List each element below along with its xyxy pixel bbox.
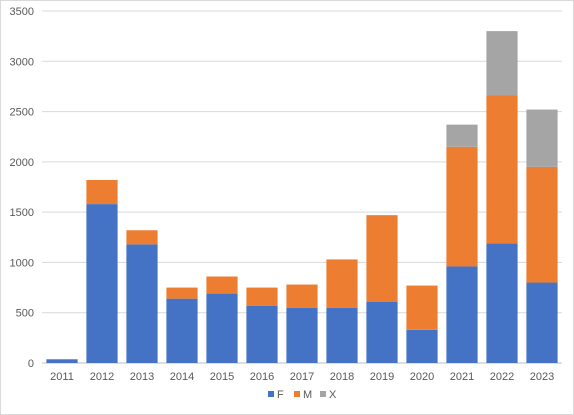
bar-F-2015 xyxy=(206,293,238,363)
x-tick-label: 2011 xyxy=(50,371,74,383)
bar-M-2015 xyxy=(206,276,238,294)
bar-F-2013 xyxy=(126,244,158,363)
bar-F-2023 xyxy=(526,282,558,363)
y-tick-label: 1000 xyxy=(10,257,34,269)
bar-X-2022 xyxy=(486,31,518,96)
bars xyxy=(46,31,558,363)
legend-swatch-X xyxy=(320,391,326,397)
bar-M-2022 xyxy=(486,95,518,244)
bar-M-2020 xyxy=(406,285,438,330)
bar-M-2019 xyxy=(366,215,398,302)
y-tick-label: 0 xyxy=(28,358,34,370)
x-tick-label: 2019 xyxy=(370,371,394,383)
bar-F-2019 xyxy=(366,301,398,363)
bar-X-2021 xyxy=(446,124,478,147)
x-tick-label: 2020 xyxy=(410,371,434,383)
bar-F-2021 xyxy=(446,266,478,363)
x-tick-label: 2017 xyxy=(290,371,314,383)
y-tick-label: 2000 xyxy=(10,157,34,169)
bar-F-2018 xyxy=(326,307,358,363)
x-tick-label: 2015 xyxy=(210,371,234,383)
x-tick-label: 2012 xyxy=(90,371,114,383)
bar-F-2011 xyxy=(46,359,78,363)
x-tick-label: 2014 xyxy=(170,371,194,383)
y-tick-label: 3500 xyxy=(10,6,34,18)
y-tick-label: 3000 xyxy=(10,56,34,68)
bar-X-2023 xyxy=(526,109,558,167)
bar-F-2020 xyxy=(406,329,438,363)
x-axis: 2011 2012 2013 2014 2015 2016 2017 2018 2019 2020… xyxy=(50,371,554,383)
bar-F-2022 xyxy=(486,243,518,363)
x-tick-label: 2018 xyxy=(330,371,354,383)
bar-M-2016 xyxy=(246,287,278,306)
y-tick-label: 1500 xyxy=(10,207,34,219)
x-tick-label: 2021 xyxy=(450,371,474,383)
bar-M-2013 xyxy=(126,230,158,245)
bar-M-2023 xyxy=(526,166,558,283)
x-tick-label: 2013 xyxy=(130,371,154,383)
y-tick-label: 2500 xyxy=(10,107,34,119)
x-tick-label: 2022 xyxy=(490,371,514,383)
bar-M-2014 xyxy=(166,287,198,299)
bar-M-2018 xyxy=(326,259,358,308)
bar-M-2017 xyxy=(286,284,318,308)
bar-M-2021 xyxy=(446,146,478,267)
bar-F-2016 xyxy=(246,305,278,363)
legend-label-X: X xyxy=(329,389,337,401)
legend-swatch-F xyxy=(268,391,274,397)
bar-F-2017 xyxy=(286,307,318,363)
legend-label-M: M xyxy=(303,389,312,401)
bar-F-2012 xyxy=(86,204,118,363)
legend-label-F: F xyxy=(277,389,284,401)
y-tick-label: 500 xyxy=(16,308,34,320)
y-axis: 0 500 1000 1500 2000 2500 3000 3500 xyxy=(10,6,34,370)
x-tick-label: 2023 xyxy=(530,371,554,383)
x-tick-label: 2016 xyxy=(250,371,274,383)
bar-M-2012 xyxy=(86,179,118,205)
legend-swatch-M xyxy=(294,391,300,397)
bar-F-2014 xyxy=(166,298,198,363)
bar-M-2011 xyxy=(46,358,78,360)
